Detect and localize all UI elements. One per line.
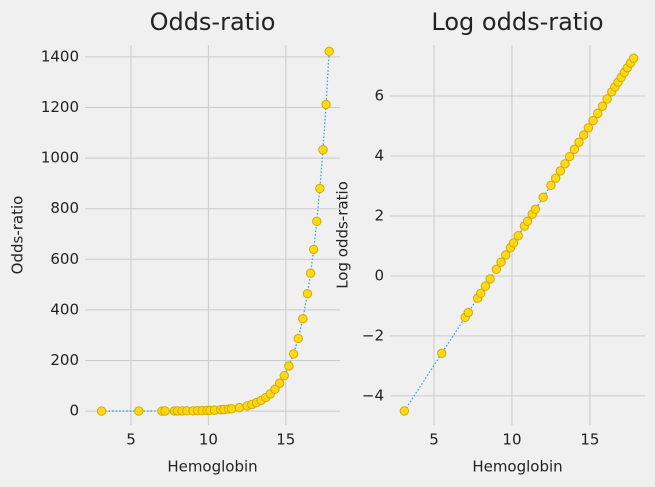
y-axis-label: Log odds-ratio	[334, 181, 352, 289]
subplot: 5 10 15 0 200 400 600 800 1000 1200 1400 Odds-ratio…	[9, 8, 340, 476]
point	[508, 238, 519, 248]
point	[293, 333, 303, 344]
x-tick-label: 10	[502, 431, 521, 449]
point	[96, 406, 107, 416]
point	[463, 307, 473, 318]
point	[476, 288, 486, 299]
chart-title: Odds-ratio	[150, 8, 276, 36]
point	[305, 268, 316, 278]
point	[480, 281, 491, 291]
point	[579, 130, 589, 140]
x-axis-label: Hemoglobin	[167, 458, 257, 476]
point	[321, 99, 331, 110]
point	[588, 115, 598, 126]
point	[560, 159, 570, 169]
x-tick-label: 5	[429, 431, 439, 449]
point	[315, 183, 325, 194]
y-tick-label: 1200	[41, 98, 79, 116]
y-tick-label: 200	[50, 351, 79, 369]
point	[226, 404, 237, 414]
point	[530, 204, 541, 215]
point	[574, 137, 584, 147]
point	[501, 250, 511, 260]
point	[485, 274, 495, 284]
point	[279, 370, 289, 381]
y-tick-label: 6	[374, 86, 384, 104]
point	[602, 94, 612, 104]
y-tick-label: −4	[362, 386, 384, 404]
x-tick-label: 15	[276, 431, 295, 449]
y-tick-label: 1400	[41, 47, 79, 65]
y-tick-label: 0	[69, 402, 79, 420]
point	[550, 173, 561, 183]
point	[546, 180, 556, 191]
point	[134, 406, 144, 416]
point	[318, 145, 328, 155]
x-tick-label: 10	[199, 431, 218, 449]
point	[491, 264, 502, 275]
x-axis-label: Hemoglobin	[472, 458, 562, 476]
point	[593, 108, 603, 119]
x-tick-label: 15	[580, 431, 599, 449]
y-tick-label: 1000	[41, 149, 79, 167]
point	[583, 123, 594, 133]
subplot: 5 10 15 −4 −2 0 2 4 6 Log odds-ratio Hemoglobin Log…	[334, 8, 645, 476]
x-tick-label: 5	[126, 431, 136, 449]
point	[538, 192, 548, 203]
point	[555, 166, 566, 176]
point	[522, 216, 533, 227]
point	[312, 216, 322, 227]
point	[496, 257, 506, 267]
y-tick-label: 2	[374, 206, 384, 224]
y-tick-label: 400	[50, 300, 79, 318]
point	[628, 53, 639, 63]
point	[437, 348, 447, 359]
point	[597, 101, 608, 111]
point	[564, 151, 575, 162]
y-tick-label: 4	[374, 146, 384, 164]
point	[160, 406, 170, 416]
point	[513, 231, 523, 241]
point	[308, 244, 319, 255]
y-tick-label: 0	[374, 266, 384, 284]
point	[298, 314, 308, 324]
point	[284, 361, 294, 371]
y-tick-label: 800	[50, 199, 79, 217]
point	[324, 46, 334, 57]
point	[569, 144, 580, 155]
point	[288, 349, 299, 359]
y-axis-label: Odds-ratio	[9, 196, 27, 275]
point	[234, 402, 245, 413]
point	[399, 406, 410, 416]
point	[274, 378, 285, 388]
y-tick-label: 600	[50, 250, 79, 268]
chart-title: Log odds-ratio	[431, 8, 603, 36]
y-tick-label: −2	[362, 326, 384, 344]
point	[302, 288, 313, 299]
